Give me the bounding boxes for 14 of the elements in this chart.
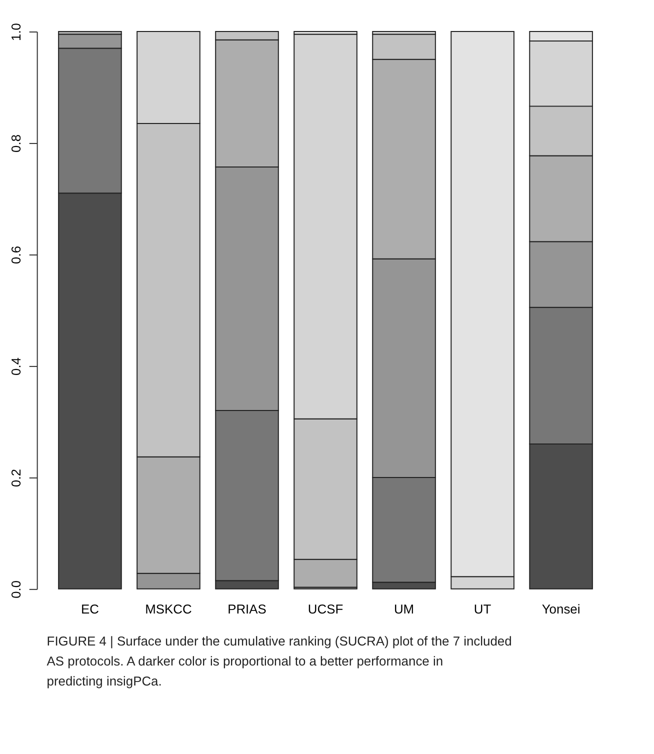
x-tick-label: MSKCC xyxy=(145,601,192,616)
x-tick-label: UT xyxy=(474,601,492,616)
x-tick-label: PRIAS xyxy=(228,601,267,616)
y-tick-label: 0.0 xyxy=(8,580,24,598)
x-tick-label: UM xyxy=(394,601,414,616)
x-tick-label: EC xyxy=(80,601,99,616)
y-tick-label: 0.8 xyxy=(8,134,24,152)
y-tick-label: 0.4 xyxy=(8,357,24,376)
x-tick-label: Yonsei xyxy=(542,601,580,616)
x-tick-label: UCSF xyxy=(308,601,344,616)
caption: FIGURE 4 | Surface under the cumulative ranking (SUCRA) plot of the 7 included AS protocols. A darker color is proportional to a better performance in predicting insigPCa. xyxy=(46,634,512,688)
y-tick-label: 0.2 xyxy=(8,468,24,487)
y-tick-label: 1.0 xyxy=(8,22,24,41)
y-tick-label: 0.6 xyxy=(8,246,24,264)
